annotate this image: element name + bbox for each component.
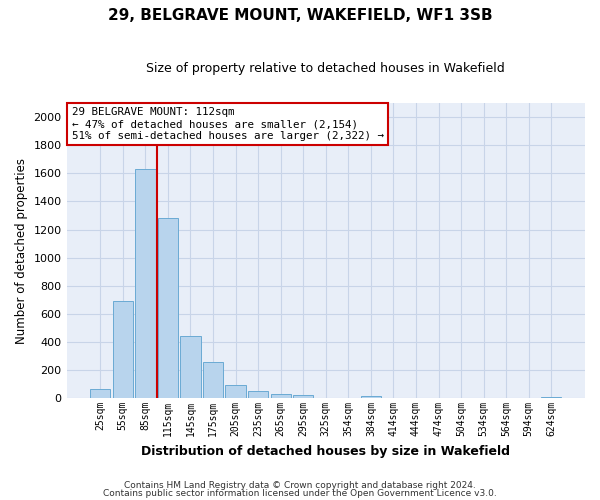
Bar — [361, 396, 381, 398]
Bar — [135, 169, 155, 398]
Bar — [90, 389, 110, 398]
Text: Contains HM Land Registry data © Crown copyright and database right 2024.: Contains HM Land Registry data © Crown c… — [124, 481, 476, 490]
Bar — [203, 362, 223, 398]
Text: 29, BELGRAVE MOUNT, WAKEFIELD, WF1 3SB: 29, BELGRAVE MOUNT, WAKEFIELD, WF1 3SB — [107, 8, 493, 22]
X-axis label: Distribution of detached houses by size in Wakefield: Distribution of detached houses by size … — [141, 444, 510, 458]
Bar — [248, 391, 268, 398]
Bar — [113, 301, 133, 398]
Y-axis label: Number of detached properties: Number of detached properties — [15, 158, 28, 344]
Bar — [541, 397, 562, 398]
Bar — [226, 386, 246, 398]
Title: Size of property relative to detached houses in Wakefield: Size of property relative to detached ho… — [146, 62, 505, 76]
Bar — [181, 336, 200, 398]
Bar — [271, 394, 291, 398]
Text: 29 BELGRAVE MOUNT: 112sqm
← 47% of detached houses are smaller (2,154)
51% of se: 29 BELGRAVE MOUNT: 112sqm ← 47% of detac… — [72, 108, 384, 140]
Bar — [158, 218, 178, 398]
Bar — [293, 396, 313, 398]
Text: Contains public sector information licensed under the Open Government Licence v3: Contains public sector information licen… — [103, 488, 497, 498]
